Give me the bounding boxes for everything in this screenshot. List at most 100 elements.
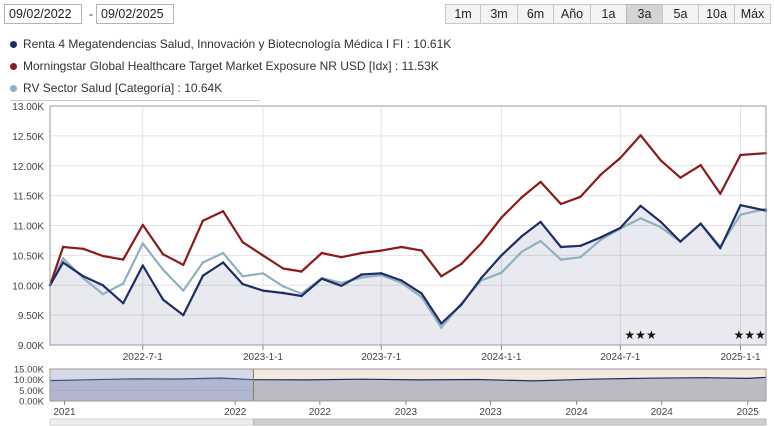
fund-data-point <box>739 204 742 207</box>
navigator-frame <box>49 368 767 402</box>
range-button-3y[interactable]: 3a <box>626 4 663 24</box>
fund-data-point <box>420 292 423 295</box>
fund-area-fill <box>50 205 766 345</box>
y-tick-label: 10.00K <box>12 281 44 292</box>
fund-data-point <box>300 294 303 298</box>
navigator-mask <box>50 369 254 401</box>
category-data-point <box>161 268 165 271</box>
category-data-point <box>639 217 642 220</box>
navigator-y-tick-label: 10.00K <box>14 375 45 386</box>
legend-item-category[interactable]: RV Sector Salud [Categoría] : 10.64K <box>10 77 451 99</box>
y-tick-label: 13.00K <box>12 102 44 113</box>
navigator-selected-range <box>253 369 766 401</box>
navigator-x-tick-label: 2023 <box>479 407 502 418</box>
range-button-5y[interactable]: 5a <box>662 4 699 24</box>
navigator-x-tick-label: 2021 <box>53 407 76 418</box>
index-data-point <box>141 223 144 227</box>
y-tick-label: 12.00K <box>12 162 44 173</box>
index-data-point <box>440 275 443 278</box>
fund-data-point <box>221 261 225 264</box>
date-range-separator: - <box>89 7 93 21</box>
y-tick-label: 11.00K <box>13 222 44 233</box>
y-tick-label: 9.00K <box>18 341 44 352</box>
range-button-ytd[interactable]: Año <box>553 4 591 24</box>
fund-data-point <box>61 261 65 264</box>
index-data-point <box>520 196 523 199</box>
fund-data-point <box>241 282 244 286</box>
category-data-point <box>500 271 503 274</box>
navigator-line <box>49 376 767 382</box>
navigator-y-tick-label: 0.00K <box>19 397 44 408</box>
fund-data-point <box>380 272 383 275</box>
navigator-scrollbar-thumb <box>252 418 767 426</box>
index-data-point <box>460 262 463 265</box>
navigator-y-tick-label: 5.00K <box>19 386 44 397</box>
index-data-point <box>559 202 563 206</box>
x-tick-label: 2023-7-1 <box>361 352 401 363</box>
date-to-input[interactable] <box>96 4 174 24</box>
fund-data-point <box>82 275 85 278</box>
legend-marker-index <box>10 62 17 70</box>
index-data-point <box>539 180 542 184</box>
fund-data-point <box>261 289 265 292</box>
category-data-point <box>282 285 285 288</box>
fund-data-point <box>500 254 503 257</box>
category-data-point <box>400 281 403 285</box>
category-data-point <box>221 251 225 255</box>
index-data-point <box>699 164 702 167</box>
category-data-point <box>440 326 443 329</box>
main-plot-frame <box>49 105 767 346</box>
fund-data-point <box>699 222 702 225</box>
index-data-point <box>480 242 483 245</box>
index-data-point <box>719 192 722 195</box>
fund-data-point <box>639 204 642 207</box>
category-data-point <box>122 282 125 285</box>
index-data-point <box>261 254 265 257</box>
y-tick-label: 11.50K <box>13 192 44 203</box>
x-tick-label: 2025-1-1 <box>721 352 761 363</box>
legend-marker-category <box>10 84 17 92</box>
index-data-point <box>282 267 285 270</box>
index-data-point <box>340 256 343 259</box>
index-data-point <box>500 216 503 219</box>
fund-data-point <box>400 279 403 282</box>
x-tick-label: 2024-1-1 <box>481 352 521 363</box>
legend-label-index: Morningstar Global Healthcare Target Mar… <box>23 59 439 73</box>
range-button-6m[interactable]: 6m <box>517 4 554 24</box>
index-data-point <box>101 254 105 258</box>
date-from-input[interactable] <box>4 4 82 24</box>
legend-item-index[interactable]: Morningstar Global Healthcare Target Mar… <box>10 55 451 77</box>
fund-data-point <box>619 226 622 230</box>
category-data-point <box>101 293 105 296</box>
category-data-point <box>61 257 65 260</box>
index-data-point <box>161 253 165 256</box>
index-data-point <box>739 153 742 157</box>
x-tick-label: 2023-1-1 <box>243 352 283 363</box>
fund-data-point <box>440 322 443 325</box>
index-data-point <box>241 241 244 244</box>
fund-data-point <box>141 264 144 267</box>
fund-data-point <box>480 276 483 280</box>
index-data-point <box>122 258 125 261</box>
fund-data-point <box>719 247 722 250</box>
rating-stars: ★★★ <box>734 328 766 342</box>
category-data-point <box>420 296 423 299</box>
legend-item-fund[interactable]: Renta 4 Megatendencias Salud, Innovación… <box>10 33 451 55</box>
navigator-y-tick-label: 15.00K <box>14 365 45 376</box>
fund-data-point <box>539 220 542 224</box>
legend-marker-fund <box>10 40 17 48</box>
category-data-point <box>261 272 265 275</box>
fund-series-points <box>48 204 768 325</box>
index-data-point <box>300 270 303 273</box>
range-button-1m[interactable]: 1m <box>445 4 481 24</box>
index-data-point <box>360 251 363 255</box>
index-data-point <box>201 219 205 222</box>
index-data-point <box>221 210 225 213</box>
category-data-point <box>182 289 185 292</box>
index-data-point <box>579 195 582 198</box>
range-button-10y[interactable]: 10a <box>698 4 735 24</box>
category-data-point <box>579 256 582 259</box>
fund-data-point <box>360 273 363 276</box>
range-button-max[interactable]: Máx <box>734 4 771 24</box>
